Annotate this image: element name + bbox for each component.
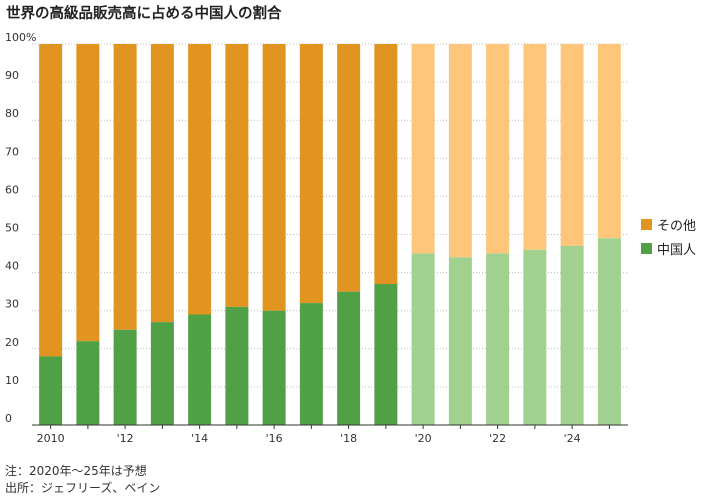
bar-china	[225, 306, 249, 425]
x-tick-label: '12	[117, 432, 134, 445]
chart-title: 世界の高級品販売高に占める中国人の割合	[6, 6, 282, 22]
bar-other	[374, 44, 398, 285]
notes: 注：2020年〜25年は予想 出所：ジェフリーズ、ベイン	[5, 463, 160, 497]
bar-other	[411, 44, 435, 254]
bar-china	[299, 303, 323, 425]
y-tick-label: 100%	[5, 31, 36, 44]
bar-other	[299, 44, 323, 304]
bar-other	[113, 44, 137, 330]
bar-china	[150, 322, 174, 425]
bar-other	[188, 44, 212, 315]
y-tick-label: 90	[5, 69, 19, 82]
bar-other	[76, 44, 100, 342]
x-tick-label: '20	[415, 432, 432, 445]
bar-china	[188, 314, 212, 425]
x-tick-label: '14	[191, 432, 208, 445]
bar-china	[76, 341, 100, 425]
bar-china	[39, 356, 63, 425]
y-tick-label: 40	[5, 260, 19, 273]
y-tick-label: 70	[5, 145, 19, 158]
bar-china	[374, 284, 398, 425]
x-tick-label: '16	[266, 432, 283, 445]
y-tick-label: 10	[5, 374, 19, 387]
y-tick-label: 60	[5, 183, 19, 196]
bar-china	[113, 329, 137, 425]
x-tick-label: 2010	[37, 432, 65, 445]
x-tick-label: '24	[564, 432, 581, 445]
legend-label-other: その他	[657, 218, 697, 234]
bar-china	[597, 238, 621, 425]
bar-china	[560, 245, 584, 425]
bar-other	[225, 44, 249, 307]
y-tick-label: 20	[5, 336, 19, 349]
bar-china	[411, 253, 435, 425]
bar-other	[560, 44, 584, 246]
legend-item-china: 中国人	[641, 238, 696, 258]
source-note: 出所：ジェフリーズ、ベイン	[5, 481, 161, 495]
y-tick-label: 0	[5, 412, 12, 425]
bar-other	[486, 44, 510, 254]
bar-other	[150, 44, 174, 323]
legend-swatch-other	[641, 218, 652, 230]
bar-china	[523, 249, 547, 425]
bar-other	[523, 44, 547, 250]
y-tick-label: 30	[5, 298, 19, 311]
bar-china	[448, 257, 472, 425]
bar-other	[337, 44, 361, 292]
bar-china	[486, 253, 510, 425]
legend-label-china: 中国人	[657, 242, 697, 258]
bar-china	[262, 310, 286, 425]
legend: その他 中国人	[641, 214, 696, 262]
bar-other	[262, 44, 286, 311]
legend-swatch-china	[641, 242, 652, 254]
bar-other	[39, 44, 63, 357]
x-tick-label: '18	[340, 432, 357, 445]
legend-item-other: その他	[641, 214, 696, 234]
y-tick-label: 80	[5, 107, 19, 120]
x-tick-label: '22	[489, 432, 506, 445]
bar-other	[597, 44, 621, 239]
y-tick-label: 50	[5, 222, 19, 235]
forecast-note: 注：2020年〜25年は予想	[5, 464, 147, 478]
bar-other	[448, 44, 472, 258]
bar-china	[337, 291, 361, 425]
